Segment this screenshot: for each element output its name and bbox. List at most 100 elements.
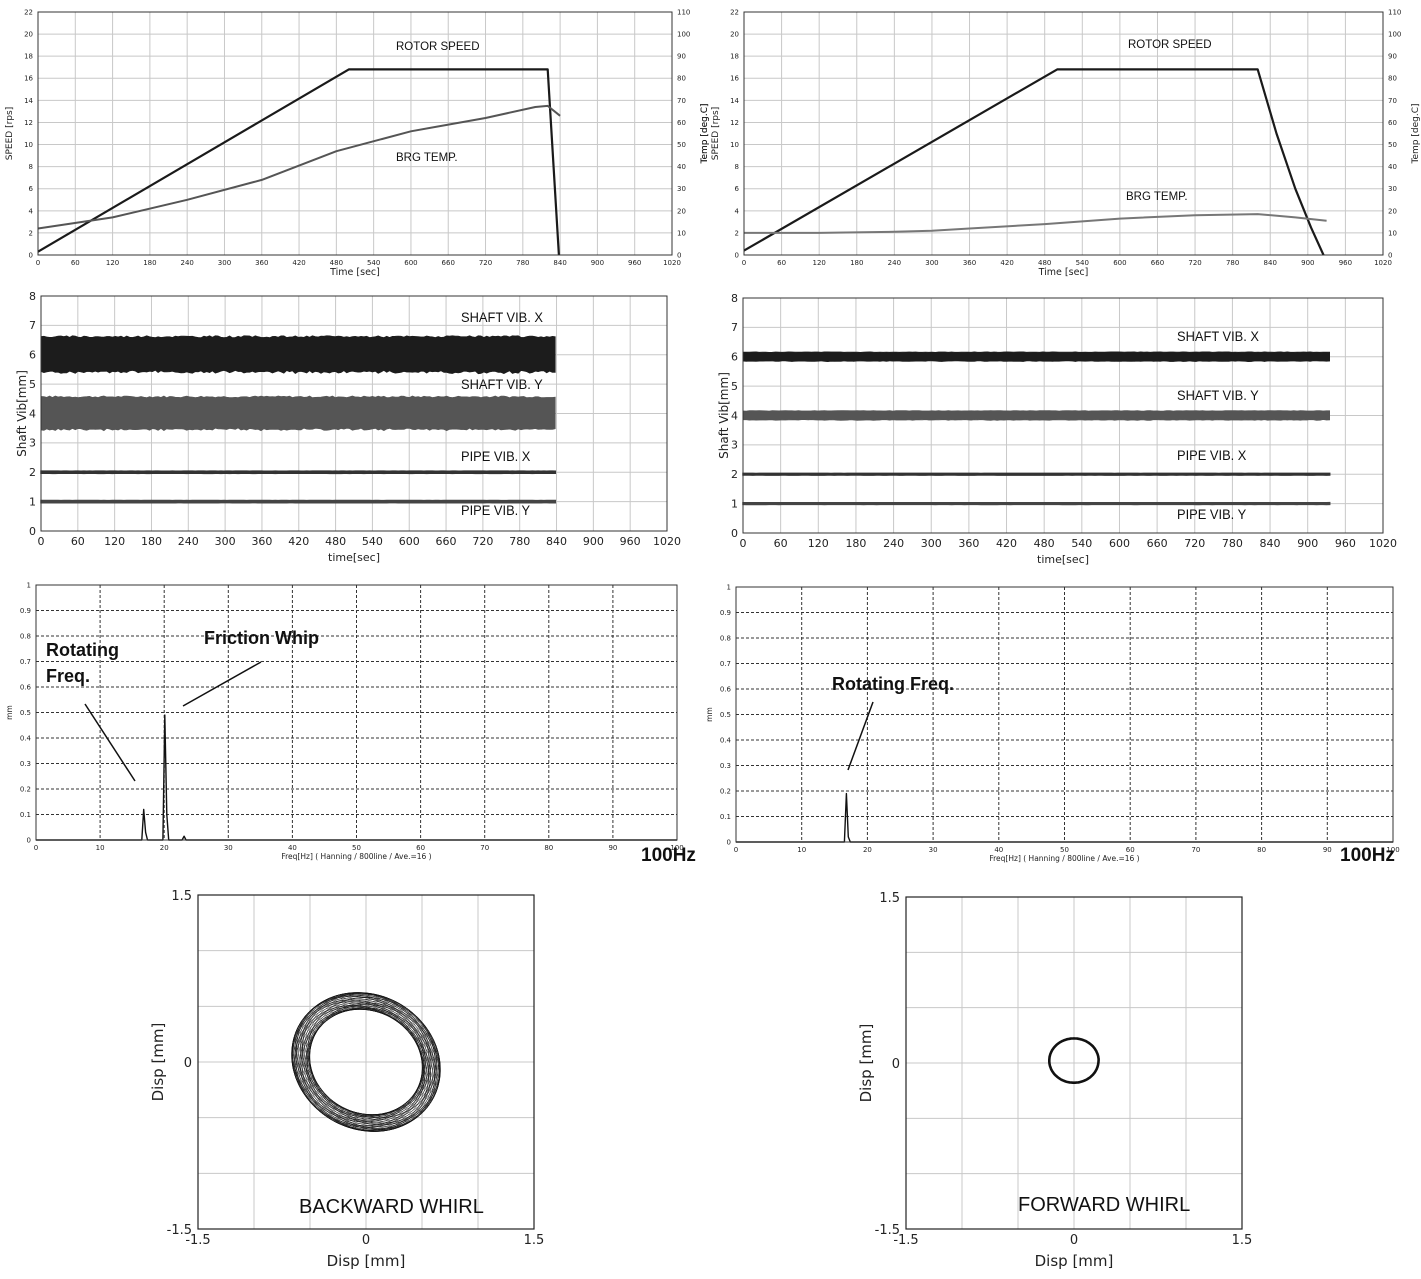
y-tick-label: 10: [730, 141, 739, 149]
y-tick-label: 0: [727, 838, 731, 846]
freq-range-label-right: 100Hz: [1340, 845, 1395, 866]
annotation-shaft-vib-x: SHAFT VIB. X: [1177, 329, 1259, 345]
x-tick-label: 840: [553, 259, 566, 267]
x-tick-label: 600: [399, 535, 420, 548]
x-tick-label: 1020: [663, 259, 681, 267]
y-tick-label: 16: [24, 75, 33, 83]
y-right-tick-label: 80: [1388, 75, 1397, 83]
annotation-brg-temp: BRG TEMP.: [396, 152, 458, 164]
y-right-tick-label: 80: [677, 75, 686, 83]
y-tick-label: 0.7: [720, 660, 731, 668]
x-tick-label: 1020: [1369, 537, 1397, 550]
x-tick-label: 660: [1147, 537, 1168, 550]
x-tick-label: 300: [925, 259, 938, 267]
y-right-axis-title: Temp [deg.C]: [1411, 104, 1421, 165]
x-tick-label: 180: [845, 537, 866, 550]
annotation-shaft-vib-y: SHAFT VIB. Y: [461, 377, 543, 393]
annotation-whirl: BACKWARD WHIRL: [299, 1196, 484, 1218]
plot-frame: [197, 894, 535, 1230]
x-tick-label: 900: [1301, 259, 1314, 267]
y-tick-label: 0.9: [20, 607, 31, 615]
x-tick-label: 240: [888, 259, 901, 267]
y-tick-label: 0: [892, 1057, 900, 1072]
y-right-tick-label: 90: [1388, 53, 1397, 61]
y-tick-label: 4: [29, 207, 34, 215]
series-line-rotor-speed: [743, 68, 1325, 256]
x-tick-label: 60: [416, 844, 425, 852]
x-tick-label: 420: [292, 259, 305, 267]
y-tick-label: 5: [731, 380, 738, 393]
y-tick-label: 6: [29, 349, 36, 362]
y-tick-label: 8: [29, 163, 33, 171]
x-tick-label: 60: [71, 259, 80, 267]
y-tick-label: 0.3: [20, 760, 31, 768]
plot-frame: [743, 11, 1384, 256]
y-right-tick-label: 50: [677, 141, 686, 149]
annotation-rotating: Rotating: [46, 640, 119, 660]
x-tick-label: 300: [921, 537, 942, 550]
x-tick-label: 70: [480, 844, 489, 852]
annotation-pipe-vib-y: PIPE VIB. Y: [1177, 507, 1246, 523]
y-right-tick-label: 40: [677, 163, 686, 171]
y-tick-label: 7: [731, 321, 738, 334]
x-tick-label: 0: [34, 844, 38, 852]
plot-area: [38, 12, 672, 255]
x-tick-label: 0: [734, 846, 738, 854]
x-tick-label: 60: [1126, 846, 1135, 854]
x-tick-label: 180: [850, 259, 863, 267]
plot-frame: [35, 584, 678, 841]
x-tick-label: 540: [1071, 537, 1092, 550]
y-tick-label: 0.5: [720, 711, 731, 719]
annotation-shaft-vib-x: SHAFT VIB. X: [461, 310, 543, 326]
y-tick-label: 0.9: [720, 609, 731, 617]
x-tick-label: 780: [1226, 259, 1239, 267]
y-tick-label: 12: [24, 119, 33, 127]
y-tick-label: 6: [735, 185, 740, 193]
plot-frame: [37, 11, 673, 256]
annotation-leader-line: [84, 703, 136, 782]
y-tick-label: 3: [731, 439, 738, 452]
series-band-shaft-vib-x: [742, 351, 1330, 363]
series-orbit-trace: [291, 992, 441, 1132]
y-right-tick-label: 100: [677, 31, 690, 39]
x-tick-label: 660: [442, 259, 455, 267]
chart-speed-temp-right: 0 60 120 180 240 300 360 420 480 540 600 660 720 780 8…: [700, 8, 1421, 278]
y-tick-label: 0.4: [20, 734, 32, 742]
x-tick-label: 900: [583, 535, 604, 548]
y-right-tick-label: 0: [677, 251, 681, 259]
y-right-tick-label: 60: [677, 119, 686, 127]
x-tick-label: 60: [71, 535, 85, 548]
x-tick-label: 0: [740, 537, 747, 550]
y-right-tick-label: 90: [677, 53, 686, 61]
x-tick-label: 300: [215, 535, 236, 548]
freq-range-label-left: 100Hz: [641, 845, 696, 866]
x-tick-label: 840: [1264, 259, 1277, 267]
x-tick-label: 360: [251, 535, 272, 548]
x-tick-label: 240: [883, 537, 904, 550]
x-tick-label: 1020: [1374, 259, 1392, 267]
y-tick-label: 0: [29, 251, 33, 259]
y-right-tick-label: 70: [1388, 97, 1397, 105]
x-tick-label: 600: [1113, 259, 1126, 267]
y-tick-label: 8: [735, 163, 739, 171]
x-tick-label: 360: [963, 259, 976, 267]
annotation-friction-whip: Friction Whip: [204, 628, 319, 648]
x-axis-title: Freq[Hz] ( Hanning / 800line / Ave.=16 ): [989, 854, 1139, 863]
x-tick-label: 780: [509, 535, 530, 548]
y-tick-label: 0.6: [20, 683, 32, 691]
x-tick-label: 10: [96, 844, 105, 852]
series-band-pipe-vib-x: [40, 470, 557, 475]
annotation-rotor-speed: ROTOR SPEED: [1128, 39, 1212, 51]
chart-shaft-vib-right: 0 60 120 180 240 300 360 420 480 540 600 660 720 780 8…: [717, 292, 1397, 566]
y-axis-title: SPEED [rps]: [5, 107, 15, 160]
x-tick-label: 0: [38, 535, 45, 548]
y-tick-label: 20: [730, 31, 739, 39]
x-tick-label: 1.5: [524, 1233, 545, 1248]
plot-frame: [905, 896, 1243, 1230]
y-tick-label: 8: [731, 292, 738, 305]
y-tick-label: 1: [731, 497, 738, 510]
y-right-tick-label: 110: [677, 8, 690, 16]
y-tick-label: 4: [29, 407, 36, 420]
chart-orbit-right: -1.5 0 1.5 -1.5 0 1.5 FORWARD WHIRL Disp [mm] Di…: [857, 891, 1252, 1270]
y-right-tick-label: 100: [1388, 31, 1401, 39]
